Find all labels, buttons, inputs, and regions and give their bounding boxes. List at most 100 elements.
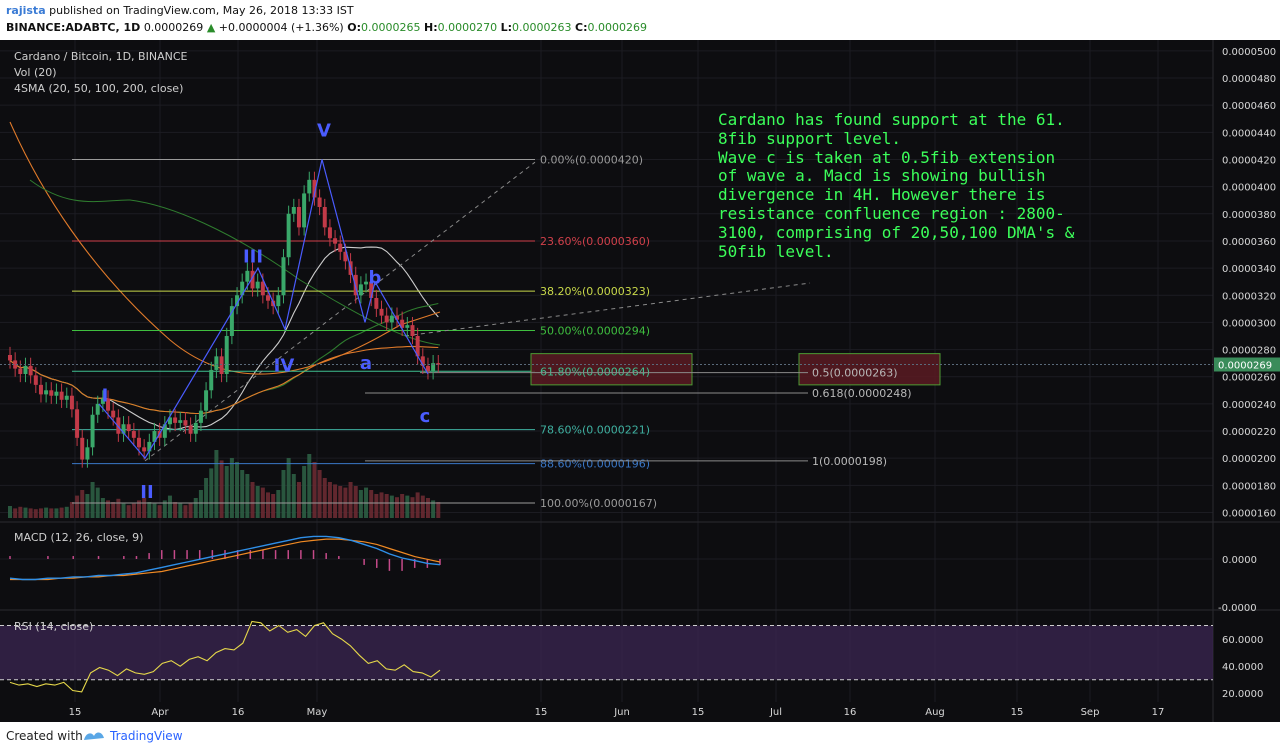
- chart-canvas[interactable]: 0.00%(0.0000420) 23.60%(0.0000360) 38.20%(…: [0, 40, 1280, 722]
- time-tick-label: Jun: [613, 707, 630, 718]
- candle-body: [405, 325, 410, 328]
- volume-bar: [59, 507, 64, 518]
- wave-path[interactable]: [98, 159, 429, 460]
- wave-label[interactable]: IV: [274, 356, 295, 377]
- wave-label[interactable]: b: [369, 267, 382, 288]
- candle-body: [131, 431, 136, 438]
- volume-bar: [183, 505, 188, 518]
- price-tick-label: 0.0000500: [1222, 47, 1276, 58]
- last-price-tag: [1214, 357, 1280, 372]
- publish-info: published on TradingView.com, May 26, 20…: [45, 4, 354, 17]
- candle-body: [307, 179, 312, 194]
- high-label: H:: [423, 21, 438, 34]
- trend-lines[interactable]: [144, 161, 811, 462]
- legend-vol: Vol (20): [14, 66, 57, 79]
- candle-body: [395, 315, 399, 320]
- price-axis[interactable]: 0.0000500 0.0000480 0.0000460 0.0000440 0.00…: [0, 47, 1280, 520]
- candle-body: [235, 295, 240, 307]
- fib-level-label-highlight: 61.80%(0.0000264): [540, 365, 650, 378]
- candle-body: [111, 410, 116, 418]
- candle-body: [75, 409, 80, 438]
- wave-label[interactable]: c: [420, 406, 431, 427]
- symbol-label: BINANCE:ADABTC, 1D: [6, 21, 141, 34]
- volume-bar: [106, 500, 111, 518]
- candle-body: [224, 335, 229, 375]
- pane-separators: [0, 40, 1280, 722]
- volume-bar: [173, 502, 178, 518]
- volume-bar: [18, 506, 23, 518]
- price-tick-label: 0.0000300: [1222, 318, 1276, 329]
- volume-bar: [410, 497, 415, 518]
- candle-body: [137, 437, 141, 448]
- tradingview-brand[interactable]: TradingView: [110, 729, 183, 743]
- volume-bar: [193, 498, 198, 518]
- volume-bar: [152, 503, 157, 518]
- volume-bar: [157, 505, 162, 518]
- volume-bar: [229, 458, 234, 518]
- legend: Cardano / Bitcoin, 1D, BINANCE Vol (20) …: [14, 50, 188, 633]
- candle-body: [18, 368, 23, 375]
- fib-extension[interactable]: 0.5(0.0000263) 0.618(0.0000248) 1(0.000019…: [365, 353, 941, 468]
- candle-body: [54, 391, 59, 396]
- price-tick-label: 0.0000360: [1222, 237, 1276, 248]
- candle-body: [374, 297, 379, 309]
- candle-body: [90, 414, 95, 448]
- candle-body: [266, 295, 270, 301]
- wave-label[interactable]: III: [243, 247, 263, 268]
- volume-bar: [276, 490, 281, 518]
- support-zone-box[interactable]: [530, 353, 693, 386]
- price-tick-label: 0.0000180: [1222, 481, 1276, 492]
- wave-label[interactable]: I: [102, 386, 109, 407]
- price-tick-label: 0.0000160: [1222, 508, 1276, 519]
- candle-body: [389, 315, 394, 323]
- rsi-tick-label: 20.0000: [1222, 689, 1263, 700]
- author-name[interactable]: rajista: [6, 4, 46, 17]
- candle-body: [33, 375, 38, 385]
- candle-body: [147, 441, 152, 452]
- time-axis[interactable]: 15 Apr 16 May 15 Jun 15 Jul 16 Aug 15 Sep 17: [69, 707, 1165, 718]
- high-value: 0.0000270: [437, 21, 498, 34]
- candle-body: [219, 356, 224, 375]
- candle-body: [204, 390, 209, 411]
- candle-body: [400, 319, 405, 328]
- rsi-line: [9, 620, 441, 693]
- volume-bar: [405, 495, 410, 518]
- time-tick-label: May: [307, 707, 328, 718]
- time-tick-label: 15: [1011, 707, 1024, 718]
- rsi-tick-label: 60.0000: [1222, 635, 1263, 646]
- time-tick-label: Apr: [151, 707, 169, 718]
- price-tick-label: 0.0000380: [1222, 210, 1276, 221]
- volume-bar: [348, 482, 353, 518]
- volume-bar: [250, 482, 255, 518]
- volume-bar: [44, 507, 49, 518]
- wave-label[interactable]: a: [360, 353, 372, 374]
- candle-body: [13, 360, 18, 369]
- volume-bar: [425, 498, 430, 518]
- price-tick-label: 0.0000420: [1222, 155, 1276, 166]
- macd-pane: 0.0000 -0.0000: [0, 535, 1257, 614]
- extension-zone-box[interactable]: [798, 353, 941, 386]
- volume-bar: [131, 503, 136, 518]
- candle-body: [126, 424, 131, 432]
- fib-level-label: 0.00%(0.0000420): [540, 153, 643, 166]
- price-tick-label: 0.0000480: [1222, 74, 1276, 85]
- volume-bar: [198, 490, 203, 518]
- volume-bar: [312, 462, 317, 518]
- candle-body: [245, 270, 250, 282]
- wave-label[interactable]: V: [317, 120, 331, 141]
- rsi-title: RSI (14, close): [14, 620, 93, 633]
- volume-bar: [49, 508, 54, 518]
- volume-bar: [162, 500, 167, 518]
- candle-body: [343, 251, 348, 262]
- volume-bar: [384, 494, 389, 518]
- publish-line: rajista published on TradingView.com, Ma…: [6, 4, 354, 17]
- time-tick-label: Sep: [1081, 707, 1100, 718]
- candle-body: [173, 417, 178, 423]
- analysis-note[interactable]: Cardano has found support at the 61. 8fi…: [718, 110, 1075, 261]
- candle-body: [44, 390, 49, 395]
- candle-body: [85, 447, 90, 460]
- wave-label[interactable]: II: [140, 482, 153, 503]
- candle-body: [379, 308, 384, 316]
- trend-line-dashed[interactable]: [144, 161, 536, 462]
